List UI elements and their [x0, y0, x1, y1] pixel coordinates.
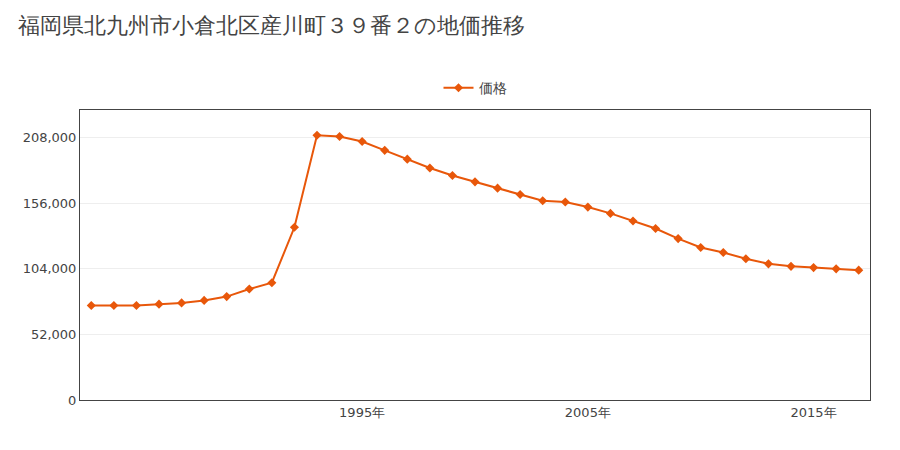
svg-text:52,000: 52,000	[31, 327, 77, 342]
svg-text:福岡県北九州市小倉北区産川町３９番２の地価推移: 福岡県北九州市小倉北区産川町３９番２の地価推移	[18, 13, 525, 38]
svg-text:0: 0	[68, 393, 76, 408]
svg-text:208,000: 208,000	[23, 130, 77, 145]
svg-text:156,000: 156,000	[23, 196, 77, 211]
svg-text:2015年: 2015年	[791, 405, 837, 420]
svg-text:1995年: 1995年	[339, 405, 385, 420]
svg-text:2005年: 2005年	[565, 405, 611, 420]
svg-text:104,000: 104,000	[23, 261, 77, 276]
svg-text:価格: 価格	[479, 80, 507, 96]
